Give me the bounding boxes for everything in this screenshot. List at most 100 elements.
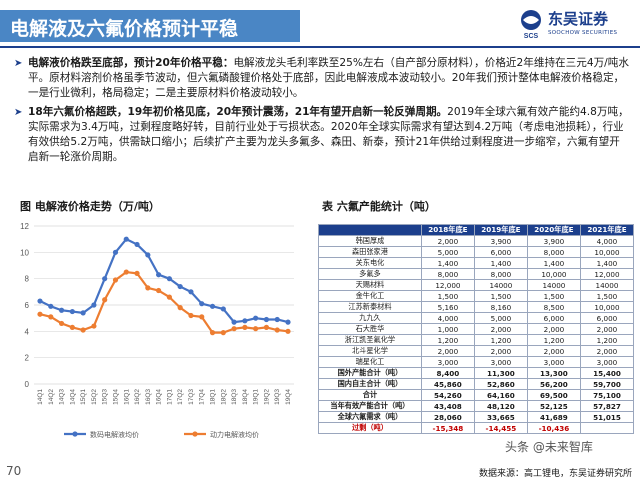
table-cell: 3,000 [526,356,581,368]
table-row-label: 全球六氟需求（吨） [318,411,422,423]
table-cell: 15,400 [579,367,635,379]
table-cell: 6,000 [579,312,635,324]
table-cell: 2,000 [579,323,635,335]
table-cell: 6,000 [526,312,581,324]
table-cell: 45,860 [420,378,475,390]
table-cell: 2,000 [526,345,581,357]
logo-cn: 东吴证券 [548,10,609,28]
table-row-label: 韩国厚成 [318,235,422,247]
data-point [48,303,54,309]
table-cell: 5,160 [420,301,475,313]
x-tick-label: 18Q1 [210,389,217,405]
table-cell: 5,000 [473,312,528,324]
y-tick-label: 2 [25,354,30,363]
x-tick-label: 19Q1 [253,389,260,405]
table-row-label: 过剩（吨） [318,422,422,434]
y-tick-label: 8 [25,275,30,284]
table-cell: 2,000 [420,235,475,247]
table-cell: 14000 [579,279,635,291]
table-cell: 11,300 [473,367,528,379]
table-row: 九九久 4,000 5,000 6,000 6,000 [318,312,635,324]
table-cell: 1,200 [526,334,581,346]
data-point [220,306,226,312]
table-cell: 8,500 [526,301,581,313]
data-point [145,285,151,291]
table-cell: 51,015 [579,411,635,423]
table-cell: 1,200 [420,334,475,346]
data-point [166,294,172,300]
table-cell: 4,000 [420,312,475,324]
y-tick-label: 6 [25,301,30,310]
table-cell: 57,827 [579,400,635,412]
table-cell: 1,500 [579,290,635,302]
table-cell: 3,000 [420,356,475,368]
table-row: 合计 54,260 64,160 69,500 75,100 [318,389,635,401]
header: 电解液及六氟价格预计平稳 SCS 东吴证券 SOOCHOW SECURITIES [0,0,640,46]
data-point [231,319,237,325]
table-cell: -10,436 [526,422,581,434]
table-cell: 10,000 [579,246,635,258]
table-row-label: 合计 [318,389,422,401]
bullet-lead: 18年六氟价格超跌，19年初价格见底，20年预计震荡，21年有望开启新一轮反弹周… [28,106,448,118]
series-line [39,270,289,334]
table-cell: 8,160 [473,301,528,313]
table-cell: 54,260 [420,389,475,401]
table-cell: 1,500 [473,290,528,302]
table-row: 金牛化工 1,500 1,500 1,500 1,500 [318,290,635,302]
x-tick-label: 19Q4 [285,389,292,405]
data-point [58,320,65,327]
table-cell: 8,000 [420,268,475,280]
table-cell: 52,860 [473,378,528,390]
data-point [58,307,65,313]
data-point [231,326,237,332]
data-point [274,327,280,333]
table-row: 全球六氟需求（吨） 28,060 33,665 41,689 51,015 [318,411,635,423]
data-point [48,314,54,320]
table-cell: 8,000 [526,246,581,258]
x-tick-label: 14Q4 [69,389,76,405]
x-tick-label: 16Q3 [145,389,152,405]
table-row-label: 石大胜华 [318,323,422,335]
x-tick-label: 14Q3 [59,389,66,405]
data-point [220,330,226,336]
title-bar: 电解液及六氟价格预计平稳 [0,10,300,42]
data-point [156,287,162,294]
data-point [274,316,280,323]
data-point [285,319,291,325]
y-tick-label: 0 [25,380,30,389]
data-point [209,303,216,309]
data-point [199,314,205,320]
table-row: 石大胜华 1,000 2,000 2,000 2,000 [318,323,635,335]
header-rule [0,46,640,48]
data-point [102,297,108,303]
table-row-label: 多氟多 [318,268,422,280]
bullet-item: ➤ 电解液价格跌至底部，预计20年价格平稳：电解液龙头毛利率跌至25%左右（自产… [14,56,630,101]
y-tick-label: 12 [20,222,29,231]
table-row: 北斗星化学 2,000 2,000 2,000 2,000 [318,345,635,357]
bullet-list: ➤ 电解液价格跌至底部，预计20年价格平稳：电解液龙头毛利率跌至25%左右（自产… [14,56,630,169]
table-cell: 56,200 [526,378,581,390]
table-cell: 14000 [526,279,581,291]
table-cell: 3,900 [473,235,528,247]
x-tick-label: 14Q1 [37,389,44,405]
x-tick-label: 15Q3 [102,389,109,405]
table-cell: 1,400 [420,257,475,269]
table-row: 天赐材料 12,000 14000 14000 14000 [318,279,635,291]
legend-marker [192,431,198,437]
table-row: 森田张家港 5,000 6,000 8,000 10,000 [318,246,635,258]
table-cell: 1,400 [579,257,635,269]
table-cell: 5,000 [420,246,475,258]
x-tick-label: 17Q3 [188,389,195,405]
data-point [166,276,172,282]
legend-label: 动力电解液均价 [210,430,259,439]
table-cell: 2,000 [526,323,581,335]
data-point [285,328,291,334]
data-point [188,289,194,295]
data-point [177,305,183,311]
table-cell: 3,900 [526,235,581,247]
table-cell: 43,408 [420,400,475,412]
data-point [91,302,97,308]
table-row-label: 当年有效产能合计（吨） [318,400,422,412]
price-line-chart: 0 2 4 6 8 10 12 14Q1 14Q2 14Q3 14Q4 15Q1 15Q2 15Q3 15Q… [20,222,294,439]
table-row: 过剩（吨） -15,348 -14,455 -10,436 [318,422,635,434]
